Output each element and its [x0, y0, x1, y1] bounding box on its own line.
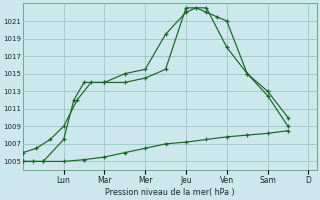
X-axis label: Pression niveau de la mer( hPa ): Pression niveau de la mer( hPa )	[105, 188, 235, 197]
